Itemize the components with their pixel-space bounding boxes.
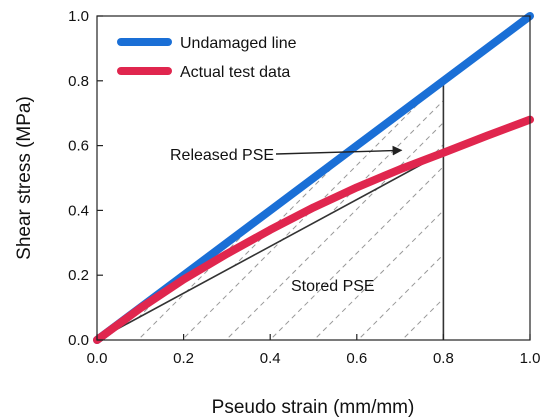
hatch-line (97, 152, 381, 340)
legend-label-actual: Actual test data (180, 64, 290, 81)
hatch-line (325, 80, 444, 341)
hatch-line (480, 10, 550, 350)
legend: Undamaged line Actual test data (117, 35, 297, 81)
hatch-line (524, 10, 550, 350)
hatch-line (193, 80, 444, 341)
released-pse-label: Released PSE (170, 147, 274, 164)
hatch-line (502, 10, 550, 350)
hatch-line (281, 80, 444, 341)
legend-label-undamaged: Undamaged line (180, 35, 297, 52)
plot-frame (96, 15, 531, 341)
stored-pse-label: Stored PSE (291, 278, 375, 295)
y-axis: 0.0 0.2 0.4 0.6 0.8 1.0 (68, 8, 103, 349)
secant-line (96, 152, 444, 341)
y-tick-label: 0.6 (68, 138, 89, 155)
hatch-line (480, 10, 550, 350)
x-tick-label: 1.0 (520, 350, 541, 367)
x-tick-label: 0.0 (87, 350, 108, 367)
hatch-line (97, 80, 403, 341)
y-tick-label: 0.2 (68, 267, 89, 284)
y-tick-label: 0.4 (68, 202, 89, 219)
hatch-line (369, 80, 444, 341)
hatch-line (97, 80, 271, 341)
y-tick-label: 0.0 (68, 332, 89, 349)
hatch-line (97, 80, 249, 341)
x-tick-label: 0.6 (346, 350, 367, 367)
hatch-line (97, 152, 249, 340)
hatch-line (524, 10, 550, 350)
y-tick-label: 1.0 (68, 8, 89, 25)
y-axis-title: Shear stress (MPa) (14, 96, 35, 260)
x-tick-label: 0.2 (173, 350, 194, 367)
x-axis-title: Pseudo strain (mm/mm) (212, 397, 415, 418)
hatch-line (303, 152, 444, 340)
hatch-line (127, 152, 444, 340)
x-axis: 0.0 0.2 0.4 0.6 0.8 1.0 (87, 334, 541, 367)
hatch-line (0, 10, 72, 350)
x-tick-label: 0.8 (433, 350, 454, 367)
hatch-line (97, 80, 337, 341)
hatch-line (259, 80, 444, 341)
hatch-line (97, 80, 381, 341)
hatch-line (435, 152, 444, 340)
hatch-line (149, 80, 444, 341)
hatch-line (171, 152, 444, 340)
hatch-line (97, 152, 337, 340)
hatch-line (0, 10, 6, 350)
hatch-line (0, 10, 72, 350)
released-pse-arrow (275, 145, 403, 156)
hatch-line (259, 152, 444, 340)
hatch-line (546, 10, 550, 350)
x-tick-label: 0.4 (260, 350, 281, 367)
actual-test-data-series (93, 115, 534, 344)
hatch-line (435, 80, 444, 341)
y-tick-label: 0.8 (68, 73, 89, 90)
hatch-line (303, 80, 444, 341)
